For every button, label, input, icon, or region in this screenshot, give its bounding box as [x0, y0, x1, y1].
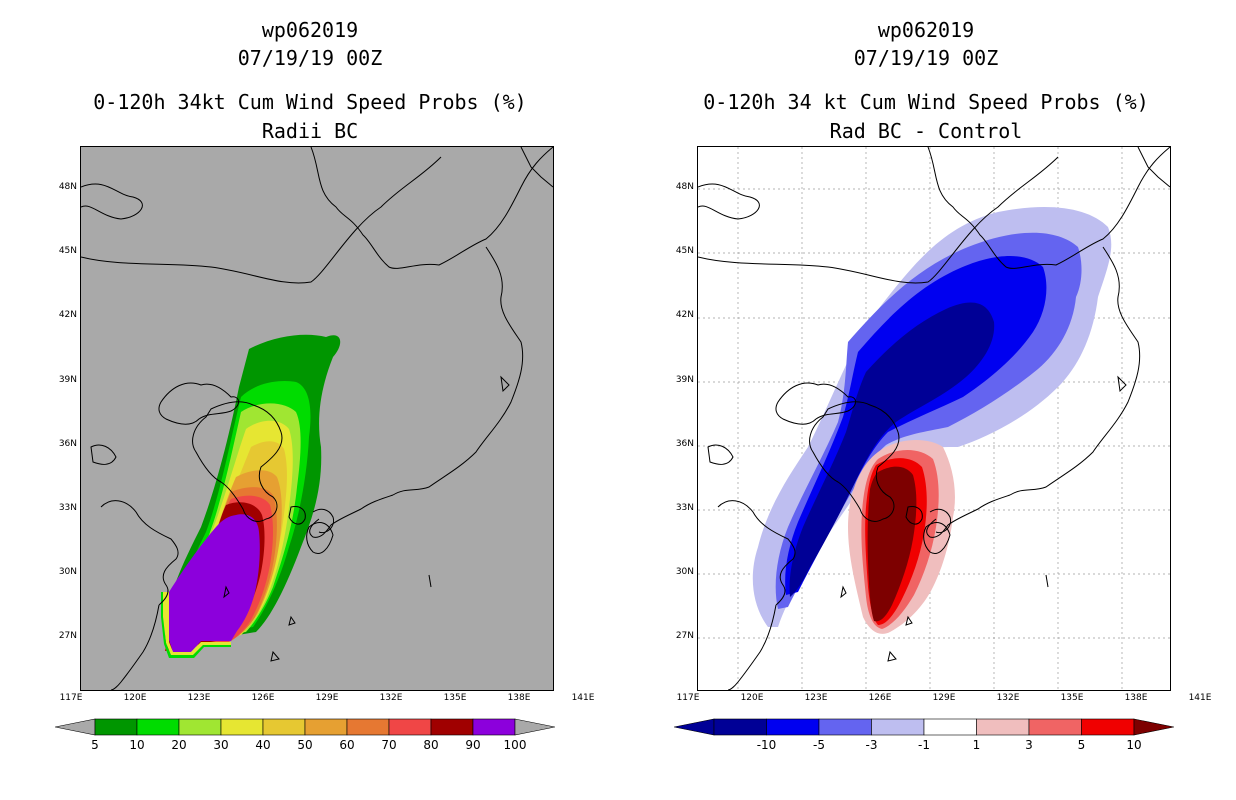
right-lon-label: 117E [676, 693, 700, 703]
right-colorbar-label: -1 [918, 738, 930, 752]
left-colorbar-label: 10 [129, 738, 145, 752]
right-lat-label: 30N [675, 567, 694, 578]
right-lon-label: 120E [740, 693, 764, 703]
left-lat-label: 42N [58, 310, 77, 321]
right-lon-label: 138E [1124, 693, 1148, 703]
left-colorbar-end-triangle [514, 718, 555, 736]
right-lat-label: 39N [675, 374, 694, 385]
right-colorbar-label: 5 [1077, 738, 1086, 752]
right-colorbar-label: 1 [972, 738, 981, 752]
right-lon-label: 123E [804, 693, 828, 703]
left-storm-id: wp062019 [261, 18, 359, 42]
right-colorbar [674, 718, 1174, 736]
right-colorbar-label: -5 [813, 738, 825, 752]
right-lon-label: 132E [996, 693, 1020, 703]
left-colorbar-label: 100 [503, 738, 527, 752]
left-colorbar-swatch [388, 718, 432, 736]
right-lon-label: 129E [932, 693, 956, 703]
left-colorbar-label: 60 [339, 738, 355, 752]
left-lat-label: 36N [58, 438, 77, 449]
right-colorbar-swatch [766, 718, 820, 736]
left-subtitle: Radii BC [261, 119, 359, 143]
left-colorbar-label: 80 [423, 738, 439, 752]
left-probability-contours [161, 334, 341, 658]
left-lat-label: 48N [58, 182, 77, 192]
right-lat-label: 36N [675, 438, 694, 449]
right-lon-label: 141E [1188, 693, 1212, 703]
right-colorbar-start-triangle [674, 718, 715, 736]
right-colorbar-swatch [1028, 718, 1082, 736]
left-lon-label: 135E [443, 693, 467, 703]
right-lon-label: 126E [868, 693, 892, 703]
right-colorbar-swatch [1081, 718, 1135, 736]
right-colorbar-end-triangle [1133, 718, 1174, 736]
left-colorbar-swatch [220, 718, 264, 736]
left-lat-label: 27N [58, 631, 77, 642]
right-lat-label: 42N [675, 310, 694, 321]
left-colorbar-label: 20 [171, 738, 187, 752]
right-datetime: 07/19/19 00Z [853, 46, 999, 70]
left-lon-label: 123E [187, 693, 211, 703]
left-lon-label: 132E [379, 693, 403, 703]
left-colorbar-swatch [136, 718, 180, 736]
left-lon-label: 126E [251, 693, 275, 703]
left-lat-label: 30N [58, 567, 77, 578]
left-title: 0-120h 34kt Cum Wind Speed Probs (%) [93, 90, 527, 114]
right-subtitle: Rad BC - Control [829, 119, 1023, 143]
right-colorbar-label: 3 [1025, 738, 1033, 752]
left-colorbar-start-triangle [55, 718, 96, 736]
right-title: 0-120h 34 kt Cum Wind Speed Probs (%) [703, 90, 1149, 114]
left-colorbar-label: 40 [255, 738, 271, 752]
left-lon-label: 138E [507, 693, 531, 703]
left-lon-label: 120E [123, 693, 147, 703]
right-lon-label: 135E [1060, 693, 1084, 703]
left-colorbar-swatch [262, 718, 306, 736]
right-colorbar-label: 10 [1126, 738, 1142, 752]
right-colorbar-label: -10 [756, 738, 777, 752]
right-storm-id: wp062019 [877, 18, 975, 42]
left-colorbar-label: 30 [213, 738, 229, 752]
right-negative-contours [752, 207, 1112, 627]
left-colorbar-swatch [472, 718, 516, 736]
left-probability-map [80, 146, 554, 691]
right-positive-contours [848, 440, 955, 634]
left-lon-label: 141E [571, 693, 595, 703]
left-lon-label: 117E [59, 693, 83, 703]
left-lat-label: 33N [58, 503, 77, 513]
left-colorbar [55, 718, 555, 736]
right-difference-map [697, 146, 1171, 691]
left-colorbar-swatch [178, 718, 222, 736]
left-colorbar-swatch [430, 718, 474, 736]
left-colorbar-label: 90 [465, 738, 481, 752]
right-lat-label: 33N [675, 503, 694, 513]
right-colorbar-swatch [871, 718, 925, 736]
left-lat-label: 45N [58, 246, 77, 257]
right-colorbar-label: -3 [865, 738, 878, 752]
right-colorbar-swatch [976, 718, 1030, 736]
left-colorbar-swatch [94, 718, 138, 736]
right-colorbar-swatch [713, 718, 767, 736]
left-lat-label: 39N [58, 374, 77, 385]
right-lat-label: 48N [675, 182, 694, 192]
left-datetime: 07/19/19 00Z [237, 46, 383, 70]
right-lat-label: 27N [675, 631, 694, 642]
right-coastlines [698, 147, 1170, 690]
left-colorbar-label: 50 [297, 738, 313, 752]
right-colorbar-swatch [923, 718, 977, 736]
right-lat-label: 45N [675, 246, 694, 257]
right-colorbar-swatch [818, 718, 872, 736]
left-colorbar-swatch [304, 718, 348, 736]
left-coastlines [81, 147, 553, 690]
left-lon-label: 129E [315, 693, 339, 703]
left-colorbar-label: 5 [91, 738, 99, 752]
left-colorbar-swatch [346, 718, 390, 736]
left-colorbar-label: 70 [381, 738, 397, 752]
